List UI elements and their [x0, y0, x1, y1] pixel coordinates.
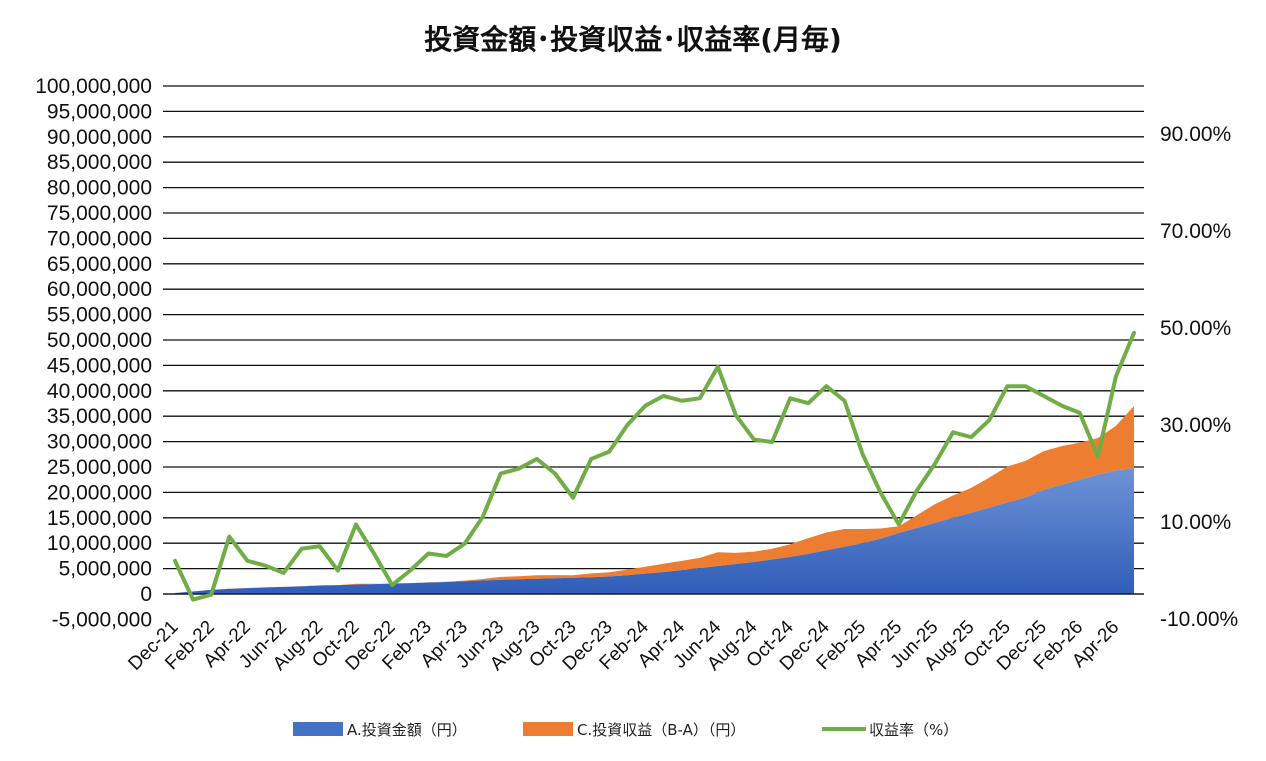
left-tick-label: 0	[140, 583, 152, 606]
left-tick-label: 70,000,000	[47, 227, 152, 250]
right-tick-label: 30.00%	[1160, 414, 1231, 437]
left-tick-label: 30,000,000	[47, 431, 152, 454]
line-series-layer	[173, 330, 1136, 602]
right-tick-label: 90.00%	[1160, 123, 1231, 146]
left-tick-label: 25,000,000	[47, 456, 152, 479]
left-tick-label: 75,000,000	[47, 202, 152, 225]
legend: A.投資金額（円） C.投資収益（B-A）（円） 収益率（%）	[293, 721, 958, 739]
left-tick-label: 65,000,000	[47, 253, 152, 276]
right-y-axis: -10.00% 10.00% 30.00% 50.00% 70.00% 90.00%	[1160, 123, 1238, 631]
left-tick-label: 15,000,000	[47, 507, 152, 530]
plot-area	[163, 406, 1144, 595]
gridlines	[163, 85, 1144, 595]
chart-title: 投資金額･投資収益･収益率(月毎)	[424, 23, 842, 56]
right-tick-label: 10.00%	[1160, 511, 1231, 534]
left-tick-label: -5,000,000	[52, 608, 152, 631]
right-tick-label: 50.00%	[1160, 317, 1231, 340]
area-series-investment-amount	[175, 468, 1134, 594]
left-tick-label: 50,000,000	[47, 329, 152, 352]
left-tick-label: 40,000,000	[47, 380, 152, 403]
legend-label-gain: C.投資収益（B-A）（円）	[577, 721, 745, 739]
legend-swatch-investment	[293, 722, 343, 736]
legend-swatch-gain	[523, 722, 573, 736]
left-tick-label: 85,000,000	[47, 151, 152, 174]
left-tick-label: 80,000,000	[47, 177, 152, 200]
left-tick-label: 90,000,000	[47, 126, 152, 149]
left-tick-label: 95,000,000	[47, 100, 152, 123]
legend-label-investment: A.投資金額（円）	[347, 721, 467, 739]
left-tick-label: 35,000,000	[47, 405, 152, 428]
right-tick-label: 70.00%	[1160, 220, 1231, 243]
left-tick-label: 60,000,000	[47, 278, 152, 301]
legend-label-return-rate: 収益率（%）	[869, 721, 958, 739]
right-tick-label: -10.00%	[1160, 608, 1238, 631]
x-axis: Dec-21Feb-22Apr-22Jun-22Aug-22Oct-22Dec-…	[124, 616, 1123, 674]
left-tick-label: 100,000,000	[35, 75, 152, 98]
left-tick-label: 10,000,000	[47, 532, 152, 555]
line-series-return-rate	[173, 330, 1136, 602]
left-tick-label: 5,000,000	[59, 558, 152, 581]
left-tick-label: 45,000,000	[47, 354, 152, 377]
left-tick-label: 20,000,000	[47, 481, 152, 504]
left-tick-label: 55,000,000	[47, 304, 152, 327]
